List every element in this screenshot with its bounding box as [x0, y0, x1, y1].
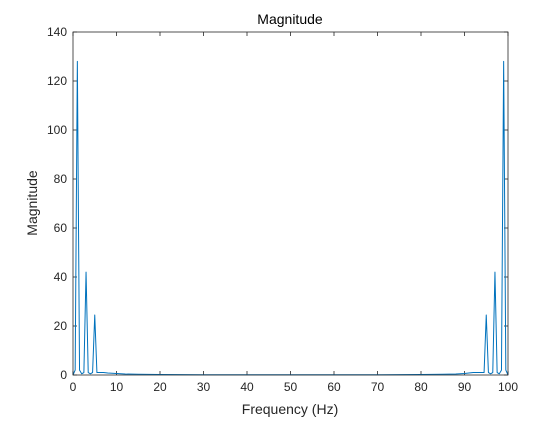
x-tick-label: 50 [284, 380, 298, 394]
x-tick-label: 0 [70, 380, 77, 394]
y-tick-label: 0 [60, 368, 67, 382]
x-tick-label: 100 [498, 380, 518, 394]
x-tick-label: 20 [153, 380, 167, 394]
chart-title: Magnitude [257, 11, 323, 27]
x-axis-label: Frequency (Hz) [242, 401, 338, 417]
y-axis-ticks: 0 20 40 60 80 100 120 140 [47, 25, 508, 382]
y-tick-label: 60 [54, 221, 68, 235]
x-tick-label: 70 [371, 380, 385, 394]
y-tick-label: 140 [47, 25, 67, 39]
y-axis-label: Magnitude [24, 170, 40, 236]
y-tick-label: 40 [54, 270, 68, 284]
x-tick-label: 40 [240, 380, 254, 394]
plot-area [73, 32, 508, 375]
x-tick-label: 60 [327, 380, 341, 394]
axes-box [72, 31, 509, 376]
y-tick-label: 100 [47, 123, 67, 137]
x-tick-label: 80 [414, 380, 428, 394]
x-tick-label: 30 [197, 380, 211, 394]
y-tick-label: 80 [54, 172, 68, 186]
y-tick-label: 20 [54, 319, 68, 333]
y-tick-label: 120 [47, 74, 67, 88]
x-tick-label: 90 [458, 380, 472, 394]
x-axis-ticks: 0 10 20 30 40 50 60 70 80 90 100 [70, 32, 518, 394]
x-tick-label: 10 [110, 380, 124, 394]
